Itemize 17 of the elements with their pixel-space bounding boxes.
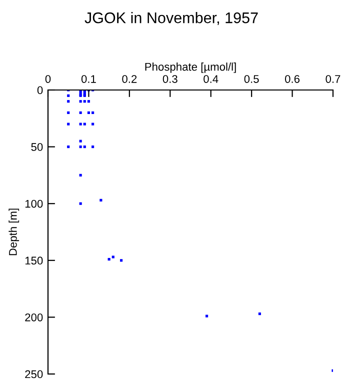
y-tick-label: 50 [31, 143, 43, 151]
y-axis-title: Depth [m] [8, 208, 20, 256]
y-tick-label: 250 [25, 370, 43, 378]
y-tick-label: 100 [25, 200, 43, 208]
x-tick-label: 0.2 [122, 75, 137, 83]
x-tick-label: 0.1 [81, 75, 96, 83]
x-tick-label: 0.5 [244, 75, 259, 83]
x-tick-label: 0 [45, 75, 51, 83]
x-axis-title: Phosphate [µmol/l] [145, 62, 236, 73]
y-tick-label: 150 [25, 256, 43, 265]
y-tick-label: 200 [25, 313, 43, 322]
chart-title: JGOK in November, 1957 [84, 12, 258, 26]
x-tick-label: 0.4 [204, 75, 218, 83]
x-tick-label: 0.6 [284, 75, 300, 83]
x-tick-label: 0.3 [162, 75, 178, 83]
y-tick-label: 0 [37, 86, 43, 94]
x-tick-label: 0.7 [326, 75, 340, 83]
